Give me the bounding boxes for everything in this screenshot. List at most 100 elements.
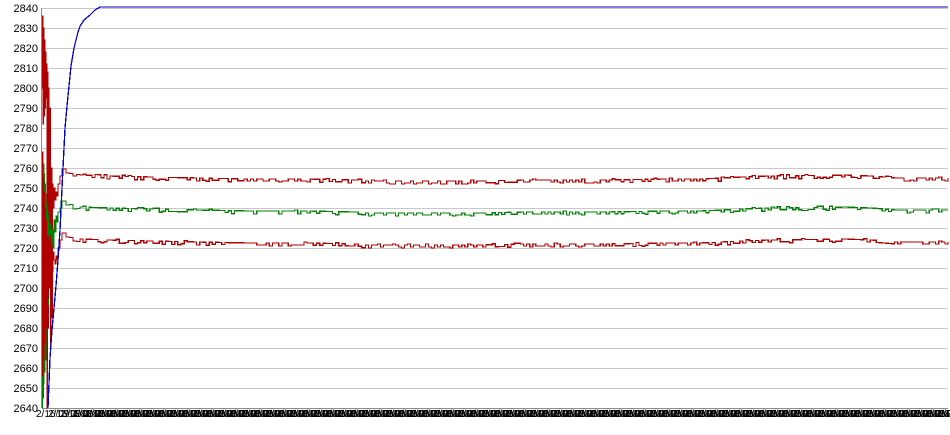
- x-tick-label: 2/16/09 4:49 PM: [756, 409, 830, 420]
- x-tick-label: 2/16/09 4:49 PM: [936, 409, 950, 420]
- x-tick-label: 2/16/09 4:49 PM: [132, 409, 206, 420]
- x-tick-label: 2/16/09 4:49 PM: [348, 409, 422, 420]
- y-tick-label: 2750: [13, 183, 38, 195]
- blue-line: [47, 6, 948, 409]
- y-tick-label: 2780: [13, 123, 38, 135]
- x-tick-label: 2/16/09 4:49 PM: [60, 409, 134, 420]
- x-tick-label: 2/16/09 4:49 PM: [792, 409, 866, 420]
- x-tick-label: 2/16/09 4:49 PM: [708, 409, 782, 420]
- x-tick-label: 2/16/09 4:49 PM: [156, 409, 230, 420]
- x-tick-label: 2/16/09 4:49 PM: [420, 409, 494, 420]
- x-tick-label: 2/16/09 4:49 PM: [912, 409, 950, 420]
- x-tick-label: 2/16/09 4:49 PM: [252, 409, 326, 420]
- x-tick-label: 2/16/09 4:49 PM: [672, 409, 746, 420]
- y-tick-label: 2680: [13, 323, 38, 335]
- x-tick-label: 2/16/09 4:49 PM: [276, 409, 350, 420]
- y-tick-label: 2760: [13, 163, 38, 175]
- x-tick-label: 2/16/09 4:49 PM: [492, 409, 566, 420]
- x-tick-label: 2/16/09 4:49 PM: [528, 409, 602, 420]
- x-tick-label: 2/16/09 4:49 PM: [204, 409, 278, 420]
- y-tick-label: 2810: [13, 63, 38, 75]
- x-tick-label: 2/16/09 4:49 PM: [744, 409, 818, 420]
- x-tick-label: 2/16/09 4:49 PM: [480, 409, 554, 420]
- x-tick-label: 2/16/09 4:49 PM: [372, 409, 446, 420]
- y-tick-label: 2650: [13, 383, 38, 395]
- x-tick-label: 2/16/09 4:49 PM: [384, 409, 458, 420]
- x-tick-label: 2/16/09 4:49 PM: [684, 409, 758, 420]
- x-tick-label: 2/16/09 4:49 PM: [852, 409, 926, 420]
- x-tick-label: 2/16/09 4:49 PM: [888, 409, 950, 420]
- y-tick-label: 2700: [13, 283, 38, 295]
- x-tick-label: 2/16/09 4:49 PM: [192, 409, 266, 420]
- y-tick-label: 2790: [13, 103, 38, 115]
- x-tick-label: 2/16/09 4:49 PM: [648, 409, 722, 420]
- x-tick-label: 2/16/09 4:49 PM: [588, 409, 662, 420]
- x-tick-label: 2/16/09 4:49 PM: [456, 409, 530, 420]
- x-tick-label: 2/16/09 4:49 PM: [168, 409, 242, 420]
- x-tick-label: 2/16/09 4:49 PM: [408, 409, 482, 420]
- y-tick-label: 2730: [13, 223, 38, 235]
- x-tick-label: 2/16/09 4:49 PM: [324, 409, 398, 420]
- x-tick-label: 2/16/09 4:49 PM: [900, 409, 950, 420]
- y-tick-label: 2660: [13, 363, 38, 375]
- x-tick-label: 2/16/09 4:49 PM: [552, 409, 626, 420]
- x-tick-label: 2/16/09 4:49 PM: [96, 409, 170, 420]
- x-tick-label: 2/16/09 4:49 PM: [540, 409, 614, 420]
- y-tick-label: 2740: [13, 203, 38, 215]
- x-tick-label: 2/16/09 4:49 PM: [396, 409, 470, 420]
- x-tick-label: 2/16/09 4:49 PM: [48, 409, 122, 420]
- x-tick-label: 2/16/09 4:49 PM: [660, 409, 734, 420]
- x-tick-label: 2/16/09 4:49 PM: [816, 409, 890, 420]
- x-tick-label: 2/16/09 4:49 PM: [336, 409, 410, 420]
- x-tick-label: 2/16/09 4:49 PM: [240, 409, 314, 420]
- x-tick-label: 2/16/09 4:49 PM: [636, 409, 710, 420]
- x-tick-label: 2/16/09 4:49 PM: [300, 409, 374, 420]
- x-tick-label: 2/16/09 4:49 PM: [864, 409, 938, 420]
- x-tick-label: 2/16/09 4:49 PM: [216, 409, 290, 420]
- y-tick-label: 2640: [13, 403, 38, 415]
- x-tick-label: 2/16/09 4:49 PM: [360, 409, 434, 420]
- lower-red-line: [41, 151, 949, 385]
- y-tick-label: 2840: [13, 3, 38, 15]
- x-tick-label: 2/16/09 4:49 PM: [444, 409, 518, 420]
- x-tick-label: 2/16/09 4:49 PM: [516, 409, 590, 420]
- y-tick-label: 2820: [13, 43, 38, 55]
- x-tick-label: 2/16/09 4:49 PM: [180, 409, 254, 420]
- x-tick-label: 2/16/09 4:49 PM: [108, 409, 182, 420]
- x-tick-label: 2/16/09 4:49 PM: [768, 409, 842, 420]
- y-tick-label: 2690: [13, 303, 38, 315]
- y-tick-label: 2670: [13, 343, 38, 355]
- x-tick-label: 2/16/09 4:49 PM: [696, 409, 770, 420]
- x-tick-label: 2/16/09 4:49 PM: [840, 409, 914, 420]
- green-line: [41, 151, 948, 409]
- x-tick-label: 2/16/09 4:49 PM: [780, 409, 854, 420]
- x-tick-label: 2/16/09 4:49 PM: [312, 409, 386, 420]
- x-tick-label: 2/16/09 4:49 PM: [720, 409, 794, 420]
- x-tick-label: 2/16/09 4:49 PM: [72, 409, 146, 420]
- x-tick-label: 2/16/09 4:49 PM: [732, 409, 806, 420]
- x-tick-label: 2/16/09 4:49 PM: [600, 409, 674, 420]
- y-tick-label: 2770: [13, 143, 38, 155]
- x-tick-label: 2/16/09 4:49 PM: [432, 409, 506, 420]
- y-tick-label: 2710: [13, 263, 38, 275]
- x-tick-label: 2/16/09 4:49 PM: [144, 409, 218, 420]
- x-tick-label: 2/16/09 4:49 PM: [564, 409, 638, 420]
- x-tick-label: 2/16/09 4:49 PM: [36, 409, 110, 420]
- x-tick-label: 2/16/09 4:49 PM: [924, 409, 950, 420]
- x-tick-label: 2/16/09 4:49 PM: [288, 409, 362, 420]
- upper-red-line: [41, 15, 949, 409]
- x-tick-label: 2/16/09 4:49 PM: [468, 409, 542, 420]
- y-tick-label: 2800: [13, 83, 38, 95]
- x-tick-label: 2/16/09 4:49 PM: [576, 409, 650, 420]
- x-tick-label: 2/16/09 4:49 PM: [504, 409, 578, 420]
- x-tick-label: 2/16/09 4:49 PM: [228, 409, 302, 420]
- x-tick-label: 2/16/09 4:49 PM: [876, 409, 950, 420]
- x-tick-label: 2/16/09 4:49 PM: [84, 409, 158, 420]
- x-tick-label: 2/16/09 4:49 PM: [828, 409, 902, 420]
- x-tick-label: 2/16/09 4:49 PM: [612, 409, 686, 420]
- x-tick-label: 2/16/09 4:49 PM: [120, 409, 194, 420]
- x-tick-label: 2/16/09 4:49 PM: [624, 409, 698, 420]
